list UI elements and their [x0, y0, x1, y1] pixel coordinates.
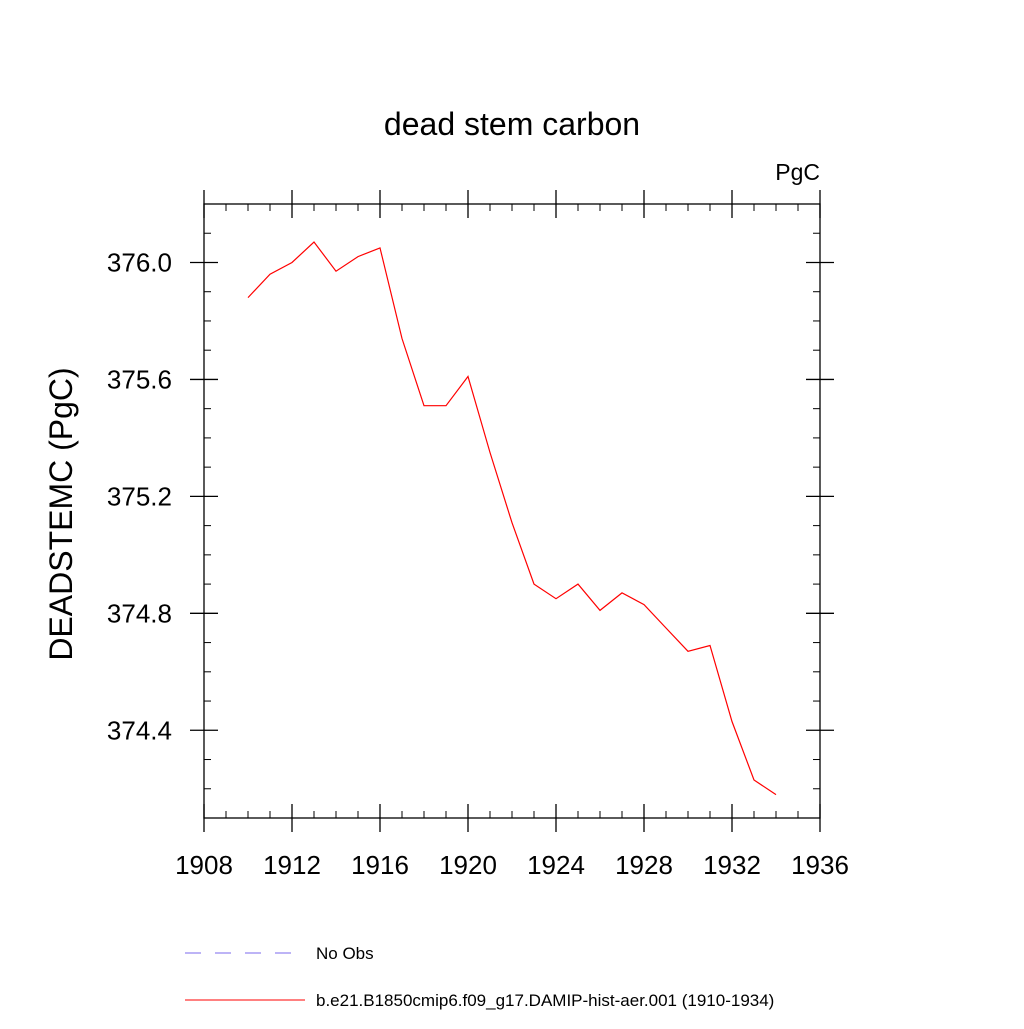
- y-tick-label: 374.8: [107, 598, 172, 628]
- y-tick-label: 375.2: [107, 481, 172, 511]
- chart-title: dead stem carbon: [384, 106, 640, 142]
- x-tick-label: 1912: [263, 850, 321, 880]
- legend: No Obs b.e21.B1850cmip6.f09_g17.DAMIP-his…: [185, 944, 774, 1010]
- x-tick-label: 1932: [703, 850, 761, 880]
- y-tick-label: 376.0: [107, 247, 172, 277]
- x-tick-label: 1916: [351, 850, 409, 880]
- axis-ticks: 1908 1912 1916 1920 1924 1928 1932 1936 374.4 374…: [107, 190, 849, 880]
- x-tick-label: 1920: [439, 850, 497, 880]
- series-line-0: [247, 241, 777, 796]
- units-label: PgC: [775, 159, 820, 185]
- legend-label: No Obs: [316, 944, 374, 963]
- legend-label: b.e21.B1850cmip6.f09_g17.DAMIP-hist-aer.…: [316, 991, 774, 1010]
- x-tick-label: 1908: [175, 850, 233, 880]
- y-tick-label: 374.4: [107, 715, 172, 745]
- y-tick-label: 375.6: [107, 364, 172, 394]
- plot-frame: [203, 203, 821, 819]
- series-layer: [247, 241, 777, 796]
- x-tick-label: 1936: [791, 850, 849, 880]
- x-tick-label: 1924: [527, 850, 585, 880]
- x-tick-label: 1928: [615, 850, 673, 880]
- y-axis-label: DEADSTEMC (PgC): [43, 367, 79, 660]
